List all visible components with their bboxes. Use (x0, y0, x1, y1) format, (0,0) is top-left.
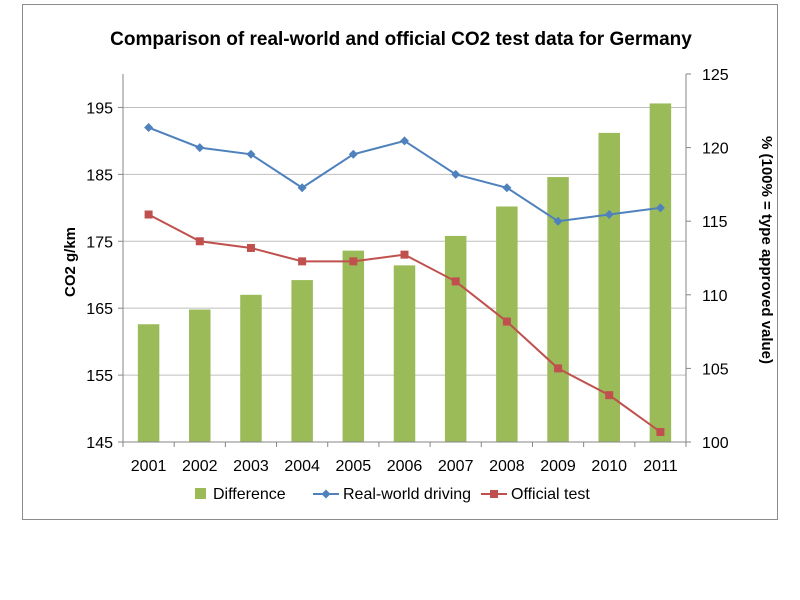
bar-difference (598, 132, 620, 442)
x-tick-label: 2011 (643, 458, 678, 475)
legend-label-difference: Difference (213, 486, 286, 503)
y-right-tick-label: 125 (702, 67, 729, 84)
point-real-world-driving (400, 136, 409, 146)
point-real-world-driving (195, 143, 205, 153)
bar-difference (137, 324, 160, 442)
x-tick-label: 2005 (336, 458, 372, 475)
y-right-tick-label: 105 (702, 361, 729, 378)
point-official-test (195, 237, 204, 246)
y-left-tick-label: 165 (86, 301, 113, 318)
point-real-world-driving (553, 216, 563, 226)
legend-label-real-world-driving: Real-world driving (343, 486, 471, 503)
y-left-tick-label: 175 (86, 234, 113, 251)
point-official-test (144, 210, 153, 219)
point-official-test (246, 243, 255, 252)
y-axis-left-title: CO2 g/km (62, 227, 79, 297)
chart-frame: Comparison of real-world and official CO… (22, 4, 778, 520)
y-left-tick-label: 195 (86, 100, 113, 117)
point-official-test (400, 250, 409, 259)
x-tick-label: 2003 (233, 458, 269, 475)
bars-difference (137, 103, 672, 443)
bar-difference (649, 103, 672, 442)
point-official-test (605, 391, 614, 400)
point-official-test (349, 257, 358, 266)
y-right-tick-label: 110 (702, 288, 728, 305)
point-official-test (502, 317, 511, 326)
y-left-tick-label: 185 (86, 167, 113, 184)
x-tick-label: 2007 (438, 458, 474, 475)
bar-difference (393, 265, 416, 442)
bar-difference (444, 235, 467, 442)
axes (118, 73, 691, 447)
tick-labels: 145 155 165 175 185 195 100 105 110 115 120 125 2001… (86, 67, 729, 475)
point-real-world-driving (246, 149, 256, 159)
point-official-test (656, 427, 665, 436)
bar-difference (342, 250, 365, 442)
x-tick-label: 2009 (540, 458, 576, 475)
chart-title: Comparison of real-world and official CO… (110, 29, 692, 50)
bar-difference (291, 280, 313, 442)
bar-difference (240, 294, 262, 442)
point-real-world-driving (297, 183, 307, 193)
lines (144, 123, 665, 436)
point-official-test (298, 257, 307, 266)
chart-svg: Comparison of real-world and official CO… (62, 29, 775, 503)
x-tick-label: 2004 (284, 458, 320, 475)
point-real-world-driving (348, 149, 358, 159)
point-real-world-driving (502, 183, 512, 193)
gridlines (123, 106, 686, 376)
x-tick-label: 2002 (182, 458, 218, 475)
point-real-world-driving (655, 203, 665, 213)
point-real-world-driving (604, 210, 614, 220)
legend: Difference Real-world driving Official tes… (195, 486, 590, 503)
x-tick-label: 2008 (489, 458, 525, 475)
x-tick-label: 2001 (131, 458, 167, 475)
legend-label-official-test: Official test (511, 486, 590, 503)
legend-marker-real-world-driving (321, 489, 331, 499)
y-right-tick-label: 115 (702, 214, 728, 231)
bar-difference (547, 177, 569, 443)
y-left-tick-label: 155 (86, 368, 113, 385)
legend-marker-official-test (490, 490, 498, 498)
y-right-tick-label: 100 (702, 435, 729, 452)
y-left-tick-label: 145 (86, 435, 113, 452)
x-tick-label: 2006 (387, 458, 423, 475)
point-official-test (451, 277, 460, 286)
point-official-test (554, 364, 563, 373)
y-axis-right-title: % (100% = type approved value) (758, 136, 775, 364)
point-real-world-driving (451, 169, 461, 179)
y-right-tick-label: 120 (702, 141, 729, 158)
point-real-world-driving (144, 123, 154, 133)
bar-difference (189, 309, 211, 442)
legend-swatch-difference (195, 488, 206, 499)
x-tick-label: 2010 (591, 458, 627, 475)
